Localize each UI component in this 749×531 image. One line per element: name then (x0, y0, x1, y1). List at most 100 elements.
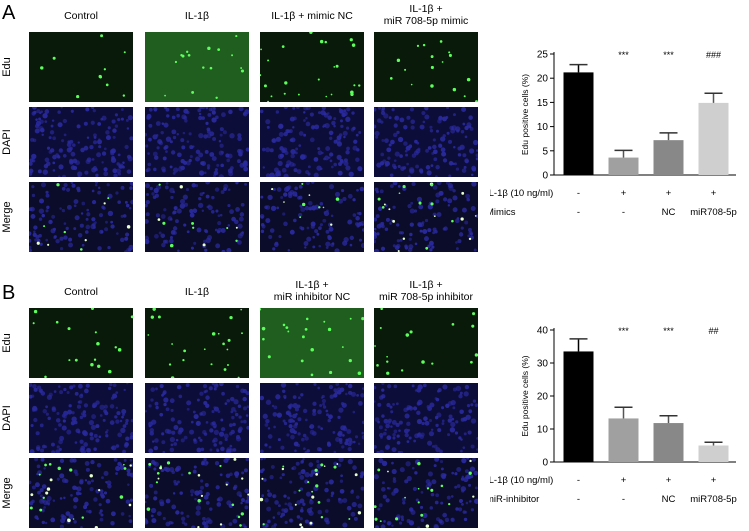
panelA-column-label: IL-1β (135, 10, 259, 22)
panelB-micrograph-merge (260, 458, 364, 528)
condition-value: miR708-5p (690, 207, 736, 218)
panelB-column-label: IL-1β + miR inhibitor NC (250, 279, 374, 303)
significance-label: *** (618, 50, 629, 60)
panel-a-bar-chart: 0 5 10 15 20 25 Edu positive cells (%) *** *** ##… (490, 50, 737, 219)
panelB-column-label-line: IL-1β (184, 286, 210, 298)
bar (653, 140, 684, 175)
y-tick-label: 15 (537, 98, 549, 109)
panelB-micrograph-edu (260, 308, 364, 378)
bar (698, 102, 729, 175)
panelA-micrograph-dapi (260, 107, 364, 177)
panelB-column-label-line: miR inhibitor NC (273, 291, 351, 303)
panelB-column-label: Control (19, 286, 143, 298)
panelA-micrograph-merge (29, 182, 133, 252)
panelA-column-label-line: miR 708-5p mimic (383, 15, 469, 27)
panelA-micrograph-dapi (29, 107, 133, 177)
condition-row-label: Mimics (490, 207, 516, 218)
panelA-row-label: Edu (1, 57, 13, 77)
y-tick-label: 20 (537, 74, 549, 85)
significance-label: ### (706, 50, 721, 60)
condition-row-label: IL-1β (10 ng/ml) (490, 475, 553, 486)
panelB-micrograph-edu (145, 308, 249, 378)
panelB-micrograph-dapi (260, 383, 364, 453)
significance-label: *** (663, 326, 674, 336)
panelB-row-label: DAPI (1, 405, 13, 431)
panelA-micrograph-dapi (374, 107, 478, 177)
panelB-micrograph-edu (374, 308, 478, 378)
y-tick-label: 5 (542, 146, 548, 157)
panelA-column-label: IL-1β + miR 708-5p mimic (364, 3, 488, 27)
y-tick-label: 0 (542, 171, 548, 182)
bar (608, 418, 639, 462)
panelA-column-label: IL-1β + mimic NC (250, 10, 374, 22)
panelA-row-label: DAPI (1, 129, 13, 155)
condition-value: + (666, 188, 672, 199)
panelB-column-label-line: miR 708-5p inhibitor (379, 291, 473, 303)
panelB-column-label-line: IL-1β + (295, 279, 329, 291)
condition-value: + (621, 475, 627, 486)
condition-value: NC (662, 494, 676, 505)
bar (698, 445, 729, 462)
condition-value: - (622, 207, 625, 218)
condition-row-label: IL-1β (10 ng/ml) (490, 188, 553, 199)
panelB-row-label: Edu (1, 333, 13, 353)
panel-a-letter: A (2, 2, 16, 24)
condition-value: - (577, 475, 580, 486)
panelB-micrograph-dapi (145, 383, 249, 453)
y-tick-label: 0 (542, 458, 548, 469)
condition-value: - (577, 494, 580, 505)
panelA-column-label-line: IL-1β + (409, 3, 443, 15)
bar (563, 351, 594, 462)
panel-b-letter: B (2, 282, 16, 304)
panelA-micrograph-merge (145, 182, 249, 252)
panelB-column-label: IL-1β (135, 286, 259, 298)
condition-value: + (666, 475, 672, 486)
panelB-column-label-line: Control (64, 286, 98, 298)
y-axis-label: Edu positive cells (%) (520, 355, 530, 436)
panelA-column-label-line: Control (64, 10, 98, 22)
significance-label: *** (663, 50, 674, 60)
panelA-micrograph-edu (260, 32, 364, 102)
condition-value: NC (662, 207, 676, 218)
bar (563, 72, 594, 175)
panelB-micrograph-dapi (29, 383, 133, 453)
panelB-column-label-line: IL-1β + (409, 279, 443, 291)
panelA-row-label: Merge (1, 201, 13, 233)
condition-value: - (577, 207, 580, 218)
condition-value: - (577, 188, 580, 199)
panelA-column-label-line: IL-1β (184, 10, 210, 22)
y-tick-label: 10 (537, 425, 549, 436)
y-tick-label: 10 (537, 122, 549, 133)
bar (653, 423, 684, 462)
condition-value: + (621, 188, 627, 199)
y-tick-label: 25 (537, 50, 549, 61)
y-tick-label: 30 (537, 359, 549, 370)
panelB-micrograph-merge (374, 458, 478, 528)
panelA-micrograph-dapi (145, 107, 249, 177)
condition-value: - (622, 494, 625, 505)
panelA-column-label: Control (19, 10, 143, 22)
significance-label: *** (618, 326, 629, 336)
panelA-micrograph-edu (145, 32, 249, 102)
condition-value: + (711, 188, 717, 199)
panelA-column-label-line: IL-1β + mimic NC (271, 10, 353, 22)
panelB-micrograph-dapi (374, 383, 478, 453)
condition-value: + (711, 475, 717, 486)
panelB-column-label: IL-1β + miR 708-5p inhibitor (364, 279, 488, 303)
panelA-micrograph-merge (374, 182, 478, 252)
panelB-row-label: Merge (1, 477, 13, 509)
panelB-micrograph-merge (29, 458, 133, 528)
panelB-micrograph-edu (29, 308, 133, 378)
panelA-micrograph-merge (260, 182, 364, 252)
significance-label: ## (708, 326, 718, 336)
condition-value: miR708-5p (690, 494, 736, 505)
panelA-micrograph-edu (374, 32, 478, 102)
panelB-micrograph-merge (145, 458, 249, 528)
y-tick-label: 40 (537, 326, 549, 337)
panel-b-bar-chart: 0 10 20 30 40 Edu positive cells (%) *** *** ## I… (490, 326, 737, 506)
y-axis-label: Edu positive cells (%) (520, 74, 530, 155)
panelA-micrograph-edu (29, 32, 133, 102)
condition-row-label: miR-inhibitor (490, 494, 539, 505)
bar (608, 157, 639, 175)
y-tick-label: 20 (537, 392, 549, 403)
